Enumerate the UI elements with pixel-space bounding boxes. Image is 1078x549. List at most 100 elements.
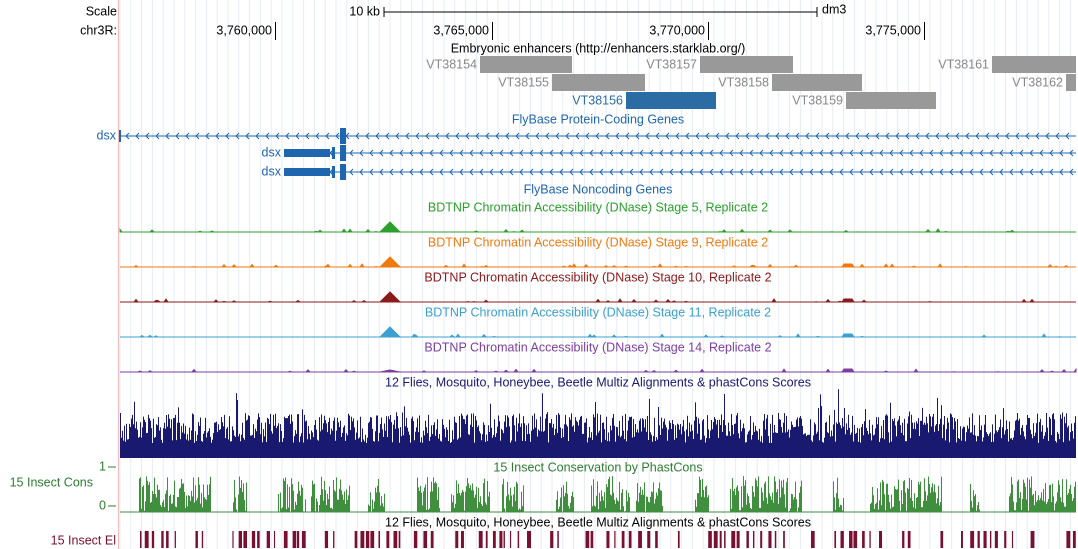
scale-text: 10 kb: [349, 4, 380, 18]
element: [354, 531, 358, 548]
enhancer-label: VT38159: [792, 93, 843, 107]
exon: [332, 166, 335, 178]
element: [365, 531, 370, 548]
element: [492, 531, 496, 548]
element: [455, 531, 459, 548]
cons-signal: [139, 476, 1076, 512]
axis-ticks: [108, 466, 116, 507]
ruler-label: 3,770,000: [649, 23, 705, 37]
element: [970, 531, 975, 548]
signal: [120, 326, 1076, 338]
element: [840, 531, 844, 548]
element: [849, 531, 853, 548]
track-label: 15 Insect El: [51, 533, 116, 547]
element: [585, 531, 590, 548]
element: [811, 531, 815, 548]
element: [195, 531, 198, 548]
element: [994, 531, 998, 548]
element: [499, 531, 503, 548]
element: [768, 531, 772, 548]
tss-tick: [119, 130, 121, 142]
element: [606, 531, 610, 548]
element: [713, 531, 718, 548]
enhancer: [992, 56, 1076, 73]
multiz-signal: [120, 389, 1076, 458]
signal: [120, 256, 1076, 268]
element: [550, 531, 554, 548]
element: [708, 531, 712, 548]
gene-label: dsx: [97, 128, 117, 142]
strand-arrows: [125, 132, 1070, 140]
track-title: BDTNP Chromatin Accessibility (DNase) St…: [425, 305, 771, 319]
element: [370, 531, 375, 548]
element: [628, 531, 632, 548]
element: [869, 531, 871, 548]
element: [940, 531, 944, 548]
track-title: BDTNP Chromatin Accessibility (DNase) St…: [424, 270, 771, 284]
element: [862, 531, 865, 548]
element: [243, 531, 248, 548]
enhancer: [700, 56, 793, 73]
element: [161, 531, 164, 548]
enhancer: [480, 56, 572, 73]
element: [509, 531, 512, 548]
scale-bar: [383, 7, 818, 17]
element: [232, 531, 234, 548]
element: [201, 531, 204, 548]
exon: [340, 164, 346, 180]
element: [557, 531, 559, 548]
ruler-label: 3,765,000: [433, 23, 489, 37]
element: [853, 531, 858, 548]
element: [878, 531, 883, 548]
element: [677, 531, 680, 548]
signal: [120, 367, 1077, 373]
element: [296, 531, 300, 548]
chrom-label: chr3R:: [80, 23, 117, 37]
track-label: 15 Insect Cons: [10, 475, 93, 489]
element: [783, 531, 785, 548]
element: [655, 531, 658, 548]
gene-label: dsx: [262, 164, 282, 178]
element: [517, 531, 520, 548]
ruler-label: 3,775,000: [865, 23, 921, 37]
element: [1030, 531, 1035, 548]
track-title: 12 Flies, Mosquito, Honeybee, Beetle Mul…: [385, 375, 811, 389]
element: [774, 531, 777, 548]
element: [961, 531, 963, 548]
element: [719, 531, 722, 548]
element: [503, 531, 505, 548]
ruler-label: 3,760,000: [216, 23, 272, 37]
element: [251, 531, 256, 548]
element: [266, 531, 270, 548]
element: [460, 531, 464, 548]
element: [324, 531, 329, 548]
element: [1004, 531, 1007, 548]
enhancer: [772, 74, 862, 91]
element: [283, 531, 288, 548]
element: [614, 531, 616, 548]
enhancer-label: VT38156: [572, 93, 623, 107]
element: [257, 531, 260, 548]
element: [140, 531, 142, 548]
element: [174, 531, 176, 548]
assembly: dm3: [822, 2, 846, 16]
element: [478, 531, 483, 548]
element: [393, 531, 398, 548]
enhancer-label: VT38161: [938, 57, 989, 71]
track-title: 15 Insect Conservation by PhastCons: [493, 460, 702, 474]
element: [527, 531, 531, 548]
element: [983, 531, 987, 548]
enhancer-label: VT38155: [498, 75, 549, 89]
signal: [120, 291, 1076, 303]
element: [907, 531, 911, 548]
element: [724, 531, 726, 548]
element: [1072, 531, 1076, 548]
track-title: BDTNP Chromatin Accessibility (DNase) St…: [428, 200, 768, 214]
element: [378, 531, 381, 548]
element: [386, 531, 390, 548]
gene-label: dsx: [262, 145, 282, 159]
element: [151, 531, 155, 548]
element: [731, 531, 736, 548]
exon: [340, 128, 346, 144]
exon: [340, 145, 346, 161]
